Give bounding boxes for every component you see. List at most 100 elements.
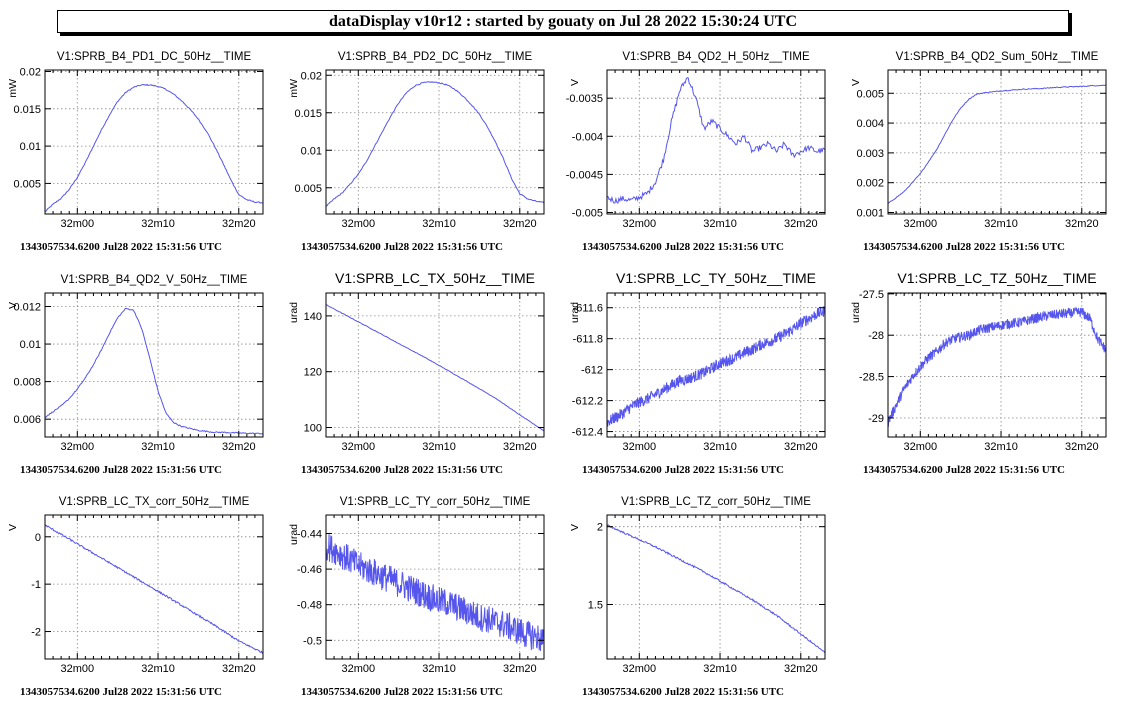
y-axis-label: V [7, 302, 19, 309]
series-line [606, 306, 826, 427]
chart-panel: V1:SPRB_LC_TX_corr_50Hz__TIME V 32m00 32m10… [7, 496, 264, 698]
plot-frame [44, 292, 264, 438]
x-tick-label: 32m00 [341, 663, 375, 675]
chart-title: V1:SPRB_B4_PD1_DC_50Hz__TIME [57, 51, 252, 63]
chart-title: V1:SPRB_LC_TY_corr_50Hz__TIME [340, 496, 531, 508]
plot-frame [606, 69, 826, 215]
chart-title: V1:SPRB_B4_PD2_DC_50Hz__TIME [338, 51, 533, 63]
y-tick-label: -0.48 [297, 600, 322, 612]
y-axis-label: urad [288, 524, 300, 545]
chart-title: V1:SPRB_LC_TX_50Hz__TIME [335, 270, 535, 286]
chart-title: V1:SPRB_B4_QD2_H_50Hz__TIME [622, 51, 810, 63]
y-tick-label: 0.01 [20, 339, 41, 351]
x-tick-label: 32m20 [1065, 218, 1099, 230]
y-tick-label: 0.015 [13, 104, 41, 116]
x-tick-label: 32m10 [422, 441, 456, 453]
y-axis-label: urad [288, 302, 300, 323]
y-axis-label: V [850, 79, 862, 86]
y-tick-label: -29 [868, 413, 884, 425]
chart-title: V1:SPRB_LC_TZ_corr_50Hz__TIME [621, 496, 811, 508]
x-tick-label: 32m20 [222, 663, 256, 675]
y-tick-label: -611.8 [573, 334, 603, 346]
x-tick-label: 32m00 [903, 218, 937, 230]
x-tick-label: 32m20 [503, 663, 537, 675]
y-tick-label: -0.5 [303, 635, 322, 647]
x-tick-label: 32m10 [703, 441, 737, 453]
plot-frame [44, 69, 264, 215]
y-tick-label: -612.4 [572, 427, 603, 439]
series-line [325, 81, 545, 207]
plot-frame [325, 69, 545, 215]
y-tick-label: 0.02 [301, 70, 322, 82]
y-tick-label: 0.005 [13, 178, 41, 190]
x-tick-label: 32m20 [222, 218, 256, 230]
y-tick-label: 0.005 [294, 183, 322, 195]
y-axis-label: V [569, 79, 581, 86]
x-tick-label: 32m10 [141, 218, 175, 230]
series-line [325, 304, 545, 432]
x-tick-label: 32m10 [141, 441, 175, 453]
x-tick-label: 32m00 [60, 218, 94, 230]
x-tick-label: 32m20 [222, 441, 256, 453]
y-tick-label: -1 [31, 579, 41, 591]
y-tick-label: 140 [304, 311, 322, 323]
y-tick-label: -0.005 [572, 207, 603, 219]
y-tick-label: 0.002 [856, 178, 884, 190]
y-tick-label: -612.2 [572, 396, 603, 408]
y-tick-label: 0.006 [13, 414, 41, 426]
x-tick-label: 32m10 [984, 441, 1018, 453]
x-tick-label: 32m10 [984, 218, 1018, 230]
chart-timestamp: 1343057534.6200 Jul28 2022 15:31:56 UTC [863, 241, 1065, 253]
y-axis-label: mW [288, 79, 300, 98]
x-tick-label: 32m20 [784, 441, 818, 453]
x-tick-label: 32m00 [341, 218, 375, 230]
y-tick-label: 120 [304, 367, 322, 379]
chart-timestamp: 1343057534.6200 Jul28 2022 15:31:56 UTC [301, 686, 503, 698]
y-tick-label: 100 [304, 423, 322, 435]
chart-panel: V1:SPRB_B4_PD1_DC_50Hz__TIME mW 32m00 32m10… [7, 51, 264, 253]
page-header: dataDisplay v10r12 : started by gouaty o… [57, 10, 1069, 33]
y-tick-label: 0.008 [13, 377, 41, 389]
y-tick-label: 2 [597, 522, 603, 534]
plot-frame [887, 69, 1107, 215]
chart-timestamp: 1343057534.6200 Jul28 2022 15:31:56 UTC [582, 241, 784, 253]
y-tick-label: 0.012 [13, 302, 41, 314]
chart-timestamp: 1343057534.6200 Jul28 2022 15:31:56 UTC [301, 241, 503, 253]
plot-frame [887, 292, 1107, 438]
plot-frame [325, 292, 545, 438]
chart-timestamp: 1343057534.6200 Jul28 2022 15:31:56 UTC [582, 464, 784, 476]
y-tick-label: 0.003 [856, 148, 884, 160]
series-line [325, 534, 545, 651]
plot-frame [606, 514, 826, 660]
x-tick-label: 32m00 [903, 441, 937, 453]
x-tick-label: 32m10 [703, 218, 737, 230]
y-tick-label: 0.02 [20, 66, 41, 78]
x-tick-label: 32m00 [622, 663, 656, 675]
x-tick-label: 32m20 [784, 218, 818, 230]
y-tick-label: -28 [868, 330, 884, 342]
y-tick-label: -612 [581, 365, 603, 377]
y-tick-label: -0.46 [297, 564, 322, 576]
chart-timestamp: 1343057534.6200 Jul28 2022 15:31:56 UTC [301, 464, 503, 476]
series-line [44, 524, 264, 654]
chart-timestamp: 1343057534.6200 Jul28 2022 15:31:56 UTC [20, 686, 222, 698]
y-axis-label: urad [569, 302, 581, 323]
chart-timestamp: 1343057534.6200 Jul28 2022 15:31:56 UTC [582, 686, 784, 698]
y-tick-label: -2 [31, 627, 41, 639]
y-axis-label: mW [7, 79, 19, 98]
y-tick-label: -0.0045 [566, 169, 603, 181]
x-tick-label: 32m00 [341, 441, 375, 453]
chart-title: V1:SPRB_LC_TZ_50Hz__TIME [897, 270, 1096, 286]
x-tick-label: 32m10 [141, 663, 175, 675]
x-tick-label: 32m10 [703, 663, 737, 675]
series-line [606, 524, 826, 654]
plot-frame [44, 514, 264, 660]
series-line [44, 83, 264, 213]
y-axis-label: V [7, 524, 19, 531]
chart-timestamp: 1343057534.6200 Jul28 2022 15:31:56 UTC [20, 464, 222, 476]
